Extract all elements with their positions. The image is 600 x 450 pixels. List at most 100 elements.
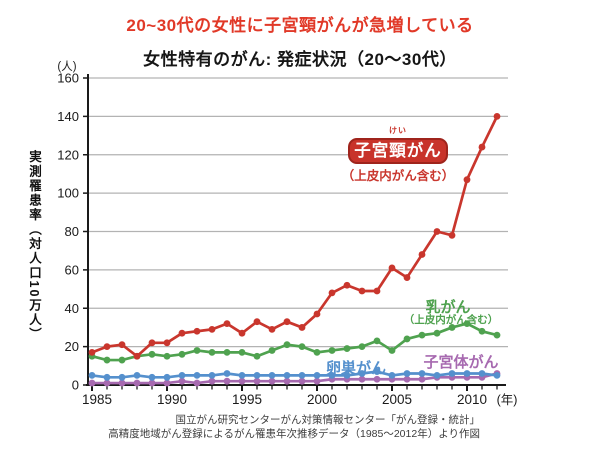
data-point-breast (148, 350, 156, 358)
data-point-uterine_corpus (133, 379, 141, 387)
data-point-ovarian (178, 372, 186, 379)
data-point-cervical (313, 310, 321, 318)
data-point-breast (328, 347, 336, 354)
data-point-ovarian (313, 372, 321, 379)
data-point-ovarian (373, 368, 381, 375)
data-point-ovarian (163, 373, 171, 381)
x-tick-label: 2005 (382, 392, 412, 407)
data-point-ovarian (223, 370, 231, 377)
data-point-uterine_corpus (253, 377, 261, 385)
data-point-cervical (418, 251, 426, 258)
x-tick-label: 2000 (307, 392, 337, 407)
data-point-ovarian (298, 372, 306, 379)
data-point-cervical (478, 143, 486, 151)
data-point-ovarian (343, 372, 351, 379)
y-tick-label: 60 (65, 262, 79, 277)
data-point-ovarian (208, 372, 216, 379)
y-tick-label: 80 (65, 224, 79, 239)
data-point-uterine_corpus (313, 377, 321, 385)
data-point-ovarian (103, 373, 111, 381)
data-point-ovarian (118, 373, 126, 381)
data-point-uterine_corpus (118, 379, 126, 387)
data-point-uterine_corpus (283, 377, 291, 385)
data-point-breast (343, 345, 351, 352)
data-point-breast (163, 352, 171, 360)
x-tick-label: 2010 (457, 392, 487, 407)
data-point-cervical (328, 289, 336, 297)
data-point-cervical (283, 318, 291, 326)
data-point-breast (193, 347, 201, 354)
data-point-ovarian (463, 370, 471, 377)
series-sublabel-cervical-cancer: （上皮内がん含む） (341, 169, 455, 183)
data-source-caption: 国立がん研究センターがん対策情報センター「がん登録・統計」 高精度地域がん登録に… (108, 413, 480, 441)
series-label-ovarian-cancer: 卵巣がん (325, 360, 387, 377)
data-point-breast (103, 356, 111, 364)
data-point-breast (493, 331, 501, 339)
series-line-uterine_corpus (92, 372, 498, 385)
data-point-uterine_corpus (223, 377, 231, 385)
x-tick-label: 1985 (82, 392, 112, 407)
data-point-breast (478, 327, 486, 335)
series-label-uterine-corpus-cancer: 子宮体がん (423, 354, 499, 371)
y-tick-label: 120 (57, 147, 79, 162)
data-point-uterine_corpus (178, 377, 186, 385)
series-line-ovarian (91, 370, 498, 379)
headline: 20~30代の女性に子宮頸がんが急増している (126, 16, 474, 35)
data-point-cervical (373, 287, 381, 295)
data-point-uterine_corpus (103, 379, 111, 387)
x-tick-label: 1990 (157, 392, 187, 407)
data-point-breast (433, 329, 441, 337)
data-source-line-1: 国立がん研究センターがん対策情報センター「がん登録・統計」 (175, 414, 481, 426)
data-point-cervical (148, 339, 156, 347)
data-point-ovarian (133, 372, 141, 379)
y-tick-label: 20 (65, 339, 79, 354)
data-point-ovarian (433, 372, 441, 379)
data-point-cervical (343, 281, 351, 289)
data-point-uterine_corpus (418, 375, 426, 383)
data-point-cervical (103, 343, 111, 351)
data-point-ovarian (88, 372, 96, 379)
data-point-uterine_corpus (208, 377, 216, 385)
data-point-breast (418, 331, 426, 339)
chart-title: 女性特有のがん: 発症状況（20～30代） (143, 50, 457, 69)
data-point-ovarian (148, 373, 156, 381)
y-tick-label: 160 (57, 71, 79, 86)
data-point-ovarian (283, 372, 291, 379)
series-label-cervical-cancer-badge: 子宮頸がん (348, 138, 448, 164)
data-point-cervical (208, 325, 216, 333)
x-tick-label: 1995 (232, 392, 262, 407)
data-point-ovarian (253, 372, 261, 379)
data-point-cervical (88, 348, 96, 356)
data-point-uterine_corpus (88, 379, 96, 387)
y-tick-label: 100 (57, 186, 79, 201)
data-point-cervical (493, 112, 501, 120)
data-point-breast (208, 348, 216, 356)
data-point-cervical (118, 341, 126, 349)
data-source-line-2: 高精度地域がん登録によるがん罹患年次推移データ（1985～2012年）より作図 (108, 428, 480, 440)
data-point-breast (223, 348, 231, 356)
data-point-breast (283, 341, 291, 349)
data-point-cervical (133, 352, 141, 360)
data-point-breast (463, 320, 471, 327)
y-tick-label: 140 (57, 109, 79, 124)
data-point-breast (238, 348, 246, 356)
x-axis-unit-label: (年) (497, 393, 518, 407)
data-point-ovarian (493, 372, 501, 379)
data-point-cervical (253, 318, 261, 326)
data-point-breast (118, 356, 126, 364)
data-point-uterine_corpus (298, 377, 306, 385)
data-point-cervical (298, 324, 306, 331)
cervical-cancer-furigana: けい (389, 126, 407, 135)
series-label-cervical-cancer: 子宮頸がん (354, 141, 442, 160)
data-point-uterine_corpus (148, 379, 156, 387)
data-point-ovarian (238, 372, 246, 379)
y-tick-label: 0 (72, 378, 79, 393)
series-sublabel-breast-cancer: （上皮内がん含む） (403, 314, 499, 326)
data-point-breast (448, 324, 456, 331)
data-point-breast (178, 350, 186, 358)
data-point-ovarian (403, 370, 411, 377)
data-point-breast (253, 352, 261, 360)
data-point-ovarian (388, 372, 396, 379)
